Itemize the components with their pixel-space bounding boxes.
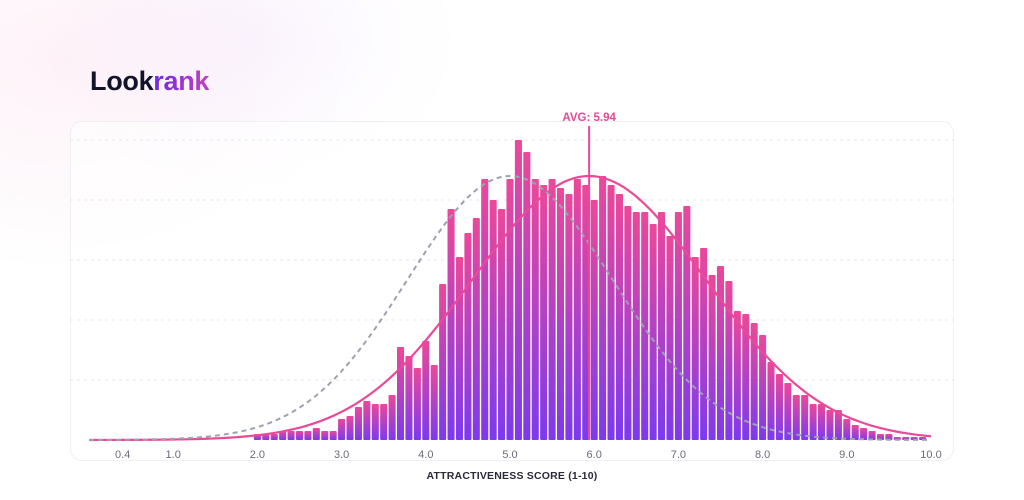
histogram-bar	[270, 434, 278, 440]
histogram-bar	[413, 368, 421, 440]
histogram-bar	[472, 218, 480, 440]
x-tick-label: 3.0	[334, 449, 349, 461]
histogram-bar	[346, 416, 354, 440]
histogram-bar	[784, 383, 792, 440]
histogram-bar	[708, 275, 716, 440]
histogram-bar	[590, 200, 598, 440]
histogram-bars	[253, 140, 927, 440]
histogram-bar	[666, 236, 674, 440]
histogram-bar	[279, 431, 287, 440]
histogram-bar	[388, 395, 396, 440]
histogram-bar	[514, 140, 522, 440]
histogram-bar	[548, 179, 556, 440]
histogram-bar	[455, 257, 464, 440]
histogram-bar	[742, 314, 750, 440]
average-marker: AVG: 5.94	[562, 112, 616, 440]
logo-text-look: Look	[90, 66, 154, 96]
histogram-bar	[599, 176, 607, 440]
histogram-bar	[750, 323, 758, 440]
histogram-bar	[371, 404, 379, 440]
histogram-bar	[321, 431, 329, 440]
histogram-bar	[607, 185, 615, 440]
histogram-bar	[641, 212, 649, 440]
fitted-distribution-curve	[89, 174, 932, 442]
histogram-bar	[295, 431, 304, 440]
x-tick-label: 0.4	[115, 449, 130, 461]
histogram-bar	[691, 257, 699, 440]
histogram-bar	[624, 206, 632, 440]
histogram-bar	[582, 185, 590, 440]
histogram-bar	[801, 395, 809, 440]
histogram-bar	[733, 311, 741, 440]
histogram-bar	[380, 404, 388, 440]
x-tick-label: 7.0	[671, 449, 686, 461]
histogram-bar	[489, 200, 497, 440]
histogram-bar	[674, 212, 682, 440]
reference-distribution-curve	[88, 174, 932, 441]
histogram-bar	[775, 374, 783, 440]
histogram-bar	[767, 362, 775, 440]
x-tick-label: 8.0	[755, 449, 770, 461]
histogram-bar	[876, 434, 885, 440]
histogram-bar	[506, 179, 514, 440]
histogram-bar	[759, 335, 767, 440]
x-tick-label: 2.0	[250, 449, 265, 461]
histogram-bar	[498, 209, 506, 440]
histogram-bar	[851, 425, 859, 440]
x-tick-label: 9.0	[839, 449, 854, 461]
histogram-bar	[464, 233, 472, 440]
histogram-bar	[632, 212, 640, 440]
histogram-bar	[338, 419, 346, 440]
histogram-bar	[540, 185, 548, 440]
histogram-bar	[658, 212, 666, 440]
histogram-bar	[287, 431, 295, 440]
x-tick-label: 1.0	[166, 449, 181, 461]
histogram-bar	[363, 401, 371, 440]
histogram-bar	[885, 434, 893, 440]
histogram-bar	[430, 365, 438, 440]
histogram-bar	[422, 341, 430, 440]
histogram-bar	[523, 152, 531, 440]
histogram-bar	[818, 404, 826, 440]
histogram-bar	[354, 407, 362, 440]
x-axis-ticks: 0.4 1.0 2.0 3.0 4.0 5.0 6.0 7.0 8.0 9.0 10.0	[115, 449, 942, 461]
histogram-bar	[716, 266, 725, 440]
histogram-bar	[809, 404, 817, 440]
curves	[88, 174, 932, 442]
histogram-bar	[683, 206, 691, 440]
x-tick-label: 10.0	[920, 449, 941, 461]
histogram-bar	[329, 431, 337, 440]
histogram-bar	[573, 179, 581, 440]
histogram-bar	[439, 284, 447, 440]
histogram-bar	[531, 179, 539, 440]
histogram-bar	[397, 347, 405, 440]
histogram-bar	[447, 209, 455, 440]
histogram-bar	[565, 194, 573, 440]
x-axis-title: ATTRACTIVENESS SCORE (1-10)	[427, 470, 598, 482]
histogram-bar	[860, 428, 868, 440]
histogram-bar	[868, 431, 876, 440]
histogram-bar	[843, 419, 851, 440]
x-tick-label: 5.0	[502, 449, 517, 461]
average-label: AVG: 5.94	[562, 112, 616, 124]
histogram-bar	[792, 395, 800, 440]
histogram-bar	[826, 410, 834, 440]
histogram-bar	[405, 356, 413, 440]
histogram-bar	[304, 431, 312, 440]
histogram-bar	[834, 410, 842, 440]
histogram-bar	[481, 179, 489, 440]
logo-text-rank: rank	[153, 66, 210, 96]
histogram-bar	[700, 248, 708, 440]
histogram-bar	[725, 281, 733, 440]
lookrank-logo[interactable]: Lookrank	[90, 64, 209, 98]
histogram-bar	[556, 188, 565, 440]
histogram-bar	[649, 224, 657, 440]
histogram-bar	[312, 428, 320, 440]
x-tick-label: 6.0	[587, 449, 602, 461]
x-tick-label: 4.0	[418, 449, 433, 461]
histogram-bar	[615, 194, 623, 440]
